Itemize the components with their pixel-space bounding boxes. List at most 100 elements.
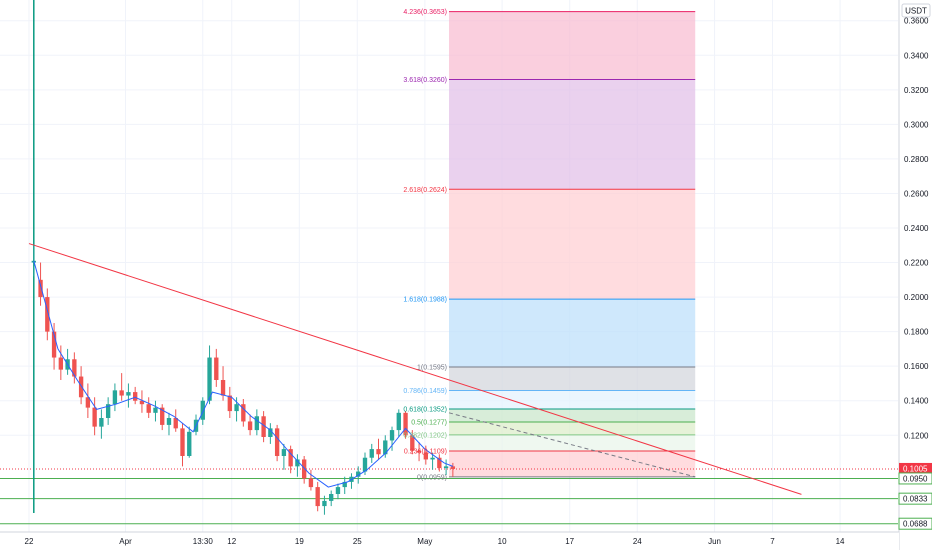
candle-body [85,397,91,408]
fib-label: 2.618(0.2624) [403,187,447,194]
candle-body [78,376,84,398]
moving-average [33,260,454,488]
y-tick-label: 0.2000 [904,293,929,302]
candle-body [403,412,408,436]
x-tick-label: 7 [770,537,775,546]
candle-body [437,457,442,469]
candle-body [315,487,320,507]
candle-body [308,478,314,488]
candle-body [410,435,415,451]
x-tick-label: 19 [295,537,304,546]
candle-body [200,400,205,420]
fib-zone [449,299,696,368]
y-tick-label: 0.3400 [904,51,929,60]
candle-body [207,357,212,401]
x-tick-label: Apr [119,537,132,546]
candle-body [443,466,449,469]
candle-body [383,440,388,455]
x-tick-label: 22 [25,537,34,546]
candle-body [45,297,50,332]
candle-body [99,418,104,427]
fib-zone [449,367,696,391]
fib-zone [449,434,696,451]
fib-zone [449,79,696,190]
candle-body [227,395,232,412]
x-tick-label: 17 [565,537,574,546]
price-tag-value: 0.0833 [903,495,928,504]
x-tick-label: 14 [836,537,845,546]
candle-body [133,392,138,401]
time-axis-bg [0,532,899,550]
fib-label: 0.618(0.1352) [403,407,447,414]
candle-body [288,449,293,467]
y-tick-label: 0.1600 [904,362,929,371]
candle-body [214,357,219,380]
candle-body [450,466,456,469]
fib-label: 3.618(0.3260) [403,77,447,84]
candle-body [274,428,280,456]
y-tick-label: 0.1800 [904,328,929,337]
candle-body [234,404,239,412]
candle-body [153,407,158,413]
candle-body [261,416,266,437]
candle-body [430,457,435,460]
fib-label: 0.382(0.1202) [403,432,447,439]
fib-label: 1(0.1595) [417,365,447,372]
candle-body [376,449,381,455]
candle-body [329,494,334,501]
candle-body [281,449,287,456]
fib-label: 0.5(0.1277) [411,419,447,426]
time-axis[interactable]: 22 Apr 13:30 12 19 25 May 10 17 24 Jun 7 14 [0,531,899,550]
candlesticks [31,245,456,515]
fib-zone [449,450,696,477]
ma-line [33,260,454,488]
candle-body [295,459,300,467]
x-tick-label: 24 [633,537,642,546]
candle-body [389,430,395,441]
candle-body [51,331,57,358]
y-tick-label: 0.3000 [904,120,929,129]
candle-body [187,431,192,456]
fib-zone [449,390,696,410]
candle-body [105,404,111,418]
candle-body [268,428,273,437]
trendlines[interactable] [28,243,802,495]
candle-body [254,416,260,431]
candle-body [396,412,401,431]
fib-label: 0.786(0.1459) [403,388,447,395]
candle-body [241,404,246,422]
candle-body [92,407,97,427]
candle-body [362,457,368,472]
price-tag-value: 0.1005 [903,464,928,473]
y-tick-label: 0.1200 [904,431,929,440]
price-tag-value: 0.0688 [903,520,928,529]
price-tag [898,472,932,485]
candle-body [220,380,226,396]
fib-zone [449,11,696,80]
candle-body [416,450,422,453]
x-tick-label: 25 [353,537,362,546]
fib-zone [449,421,696,435]
price-tag-value: 0.0950 [903,474,928,483]
candle-body [369,449,374,458]
fib-level-labels: 4.236(0.3653) 3.618(0.3260) 2.618(0.2624) 1… [403,9,447,481]
candle-body [166,418,172,425]
y-tick-label: 0.2200 [904,259,929,268]
currency-label: USDT [905,7,927,16]
y-tick-label: 0.3200 [904,86,929,95]
candle-body [72,359,77,377]
fib-extension-zones[interactable] [449,11,696,478]
fib-zone [449,409,696,422]
fib-label: 4.236(0.3653) [403,9,447,16]
candle-body [146,404,151,413]
fib-label: 0.236(0.1109) [404,448,447,455]
candle-body [322,500,327,507]
y-tick-label: 0.1400 [904,397,929,406]
x-tick-label: May [417,537,432,546]
price-tag [898,517,932,530]
x-tick-label: Jun [708,537,721,546]
currency-badge [901,3,931,18]
